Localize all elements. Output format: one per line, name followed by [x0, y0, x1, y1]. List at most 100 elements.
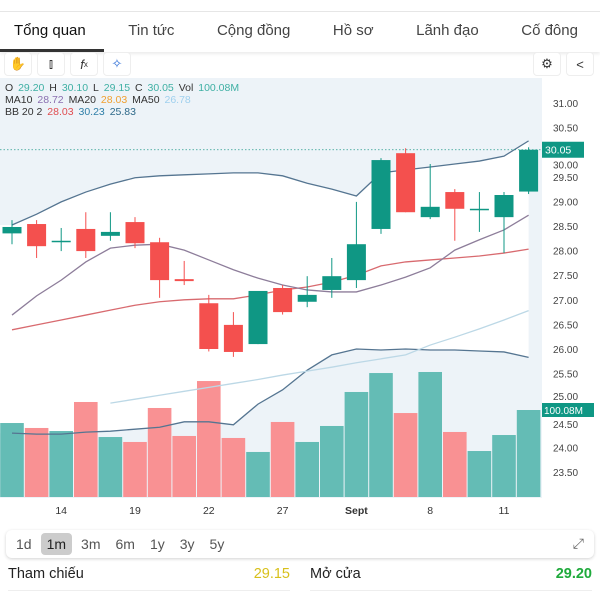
candle-body: [322, 276, 342, 290]
tab-bar: Tổng quan Tin tức Cộng đồng Hồ sơ Lãnh đ…: [0, 12, 600, 52]
candle-body: [297, 294, 317, 302]
volume-bar: [0, 423, 24, 497]
y-tick-label: 24.50: [553, 420, 578, 431]
sparkle-chart-icon[interactable]: ✧: [103, 52, 131, 76]
y-tick-label: 23.50: [553, 468, 578, 479]
candle-body: [420, 206, 440, 218]
candle-body: [199, 303, 219, 349]
ma10-line: [11, 214, 529, 316]
legend-close: 30.05: [147, 82, 174, 94]
volume-bar: [393, 413, 418, 497]
y-tick-label: 28.00: [553, 247, 578, 258]
bollinger-band-fill: [0, 140, 529, 435]
candle-body: [445, 192, 465, 209]
candle-body: [125, 222, 145, 244]
x-tick-label: Sept: [345, 505, 368, 517]
tab-news[interactable]: Tin tức: [128, 22, 175, 39]
period-1m[interactable]: 1m: [40, 533, 73, 555]
expand-icon[interactable]: ⤢: [572, 535, 584, 551]
volume-bar: [369, 373, 393, 497]
tab-overview[interactable]: Tổng quan: [0, 12, 104, 52]
volume-bar: [516, 410, 541, 497]
y-tick-label: 25.50: [553, 370, 578, 381]
candle-body: [2, 226, 22, 234]
x-tick-label: 8: [427, 505, 433, 517]
bollinger-upper-line: [11, 140, 529, 226]
candle-body: [150, 242, 170, 281]
y-tick-label: 30.50: [553, 124, 578, 135]
candle-body: [469, 208, 489, 211]
legend-l-label: L: [93, 82, 99, 94]
reference-value: 29.15: [253, 566, 290, 582]
period-1d[interactable]: 1d: [16, 536, 32, 552]
legend-h-label: H: [49, 82, 57, 94]
x-tick-label: 11: [499, 505, 510, 517]
y-tick-label: 25.00: [553, 392, 578, 403]
hand-pan-icon[interactable]: ✋: [4, 52, 32, 76]
period-1y[interactable]: 1y: [149, 536, 165, 552]
candle-body: [100, 231, 120, 236]
volume-bar: [123, 441, 147, 497]
legend-high: 30.10: [61, 82, 89, 94]
legend-c-label: C: [134, 82, 143, 94]
tab-community[interactable]: Cộng đồng: [216, 22, 291, 39]
volume-bar: [246, 451, 270, 497]
y-tick-label: 24.00: [553, 443, 578, 454]
tab-shareholders[interactable]: Cố đông: [521, 22, 578, 39]
legend-bb-lower: 25.83: [109, 106, 136, 118]
tab-leadership[interactable]: Lãnh đạo: [416, 22, 479, 39]
chart-right-toolbar: ⚙ <: [533, 52, 594, 76]
legend-ma20-label: MA20: [68, 94, 96, 106]
candle-body: [223, 324, 243, 352]
tab-profile[interactable]: Hồ sơ: [332, 22, 374, 39]
volume-bar: [221, 437, 246, 497]
volume-bar: [172, 435, 196, 497]
gear-icon[interactable]: ⚙: [533, 52, 561, 76]
legend-volume: 100.08M: [198, 82, 240, 94]
y-tick-label: 31.00: [553, 99, 578, 110]
legend-bb-upper: 30.23: [78, 106, 105, 118]
volume-bar: [197, 381, 221, 497]
y-tick-label: 29.50: [553, 173, 578, 184]
legend-bb-label: BB 20 2: [5, 106, 43, 118]
y-tick-label: 28.50: [553, 222, 578, 233]
period-3y[interactable]: 3y: [179, 536, 195, 552]
legend-ma50-label: MA50: [132, 94, 160, 106]
reference-price-row: Tham chiếu 29.15: [8, 566, 290, 591]
last-volume-badge: [542, 403, 594, 417]
volume-bar: [270, 421, 295, 497]
period-6m[interactable]: 6m: [115, 536, 135, 552]
candle-body: [371, 160, 391, 229]
share-icon[interactable]: <: [566, 52, 594, 76]
open-price-row: Mở cửa 29.20: [310, 566, 592, 591]
last-volume-label: 100.08M: [544, 406, 583, 417]
candlestick-icon[interactable]: ⫾: [37, 52, 65, 76]
x-tick-label: 22: [203, 505, 215, 517]
y-tick-label: 26.50: [553, 320, 578, 331]
candle-body: [27, 224, 47, 247]
candle-body: [519, 149, 539, 192]
volume-bar: [418, 371, 442, 497]
last-price-label: 30.05: [545, 145, 571, 157]
period-3m[interactable]: 3m: [81, 536, 101, 552]
candle-body: [273, 287, 293, 313]
volume-bar: [147, 407, 172, 497]
legend-open: 29.20: [18, 82, 45, 94]
y-tick-label: 30.00: [553, 161, 578, 172]
volume-bar: [74, 401, 98, 497]
x-tick-label: 14: [55, 505, 67, 517]
volume-bar: [295, 441, 319, 497]
candle-body: [396, 153, 416, 213]
volume-bar: [344, 391, 369, 497]
y-tick-label: 27.50: [553, 271, 578, 282]
y-tick-label: 27.00: [553, 296, 578, 307]
x-tick-label: 19: [129, 505, 141, 517]
legend-bb-mid: 28.03: [47, 106, 74, 118]
volume-bar: [443, 431, 467, 497]
y-tick-label: 26.00: [553, 345, 578, 356]
period-5y[interactable]: 5y: [209, 536, 225, 552]
candle-body: [248, 290, 268, 345]
